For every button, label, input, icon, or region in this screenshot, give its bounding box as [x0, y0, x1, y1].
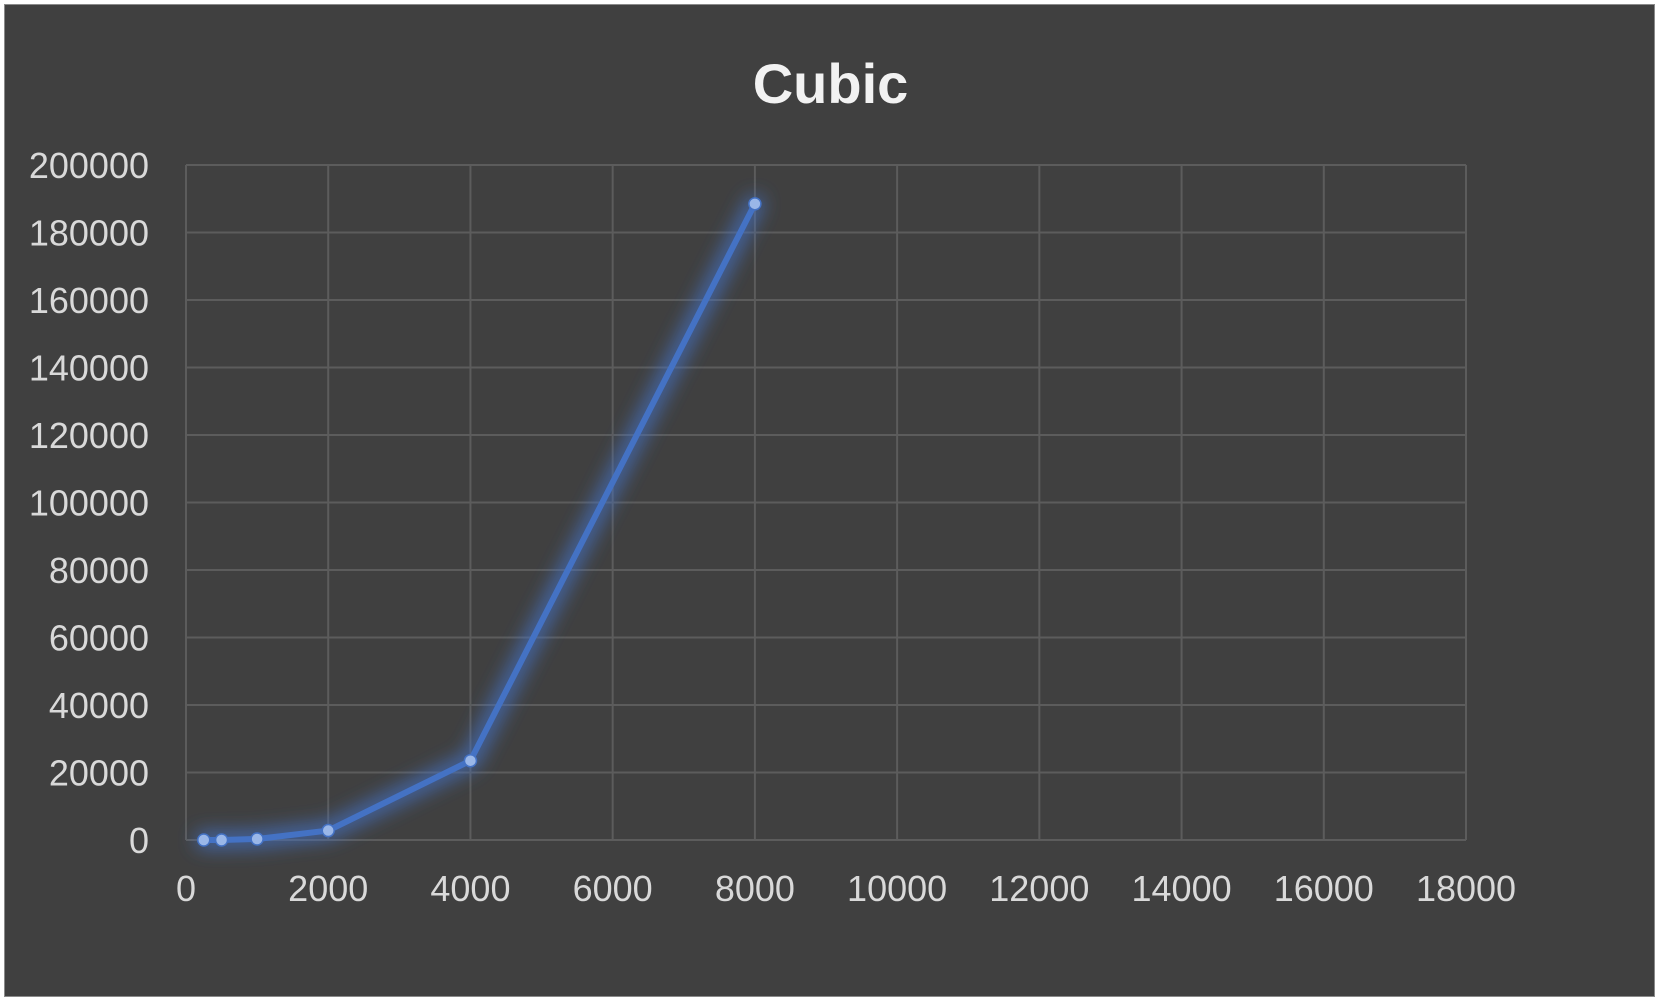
- y-tick-label: 160000: [29, 280, 149, 321]
- x-tick-label: 0: [176, 868, 196, 909]
- series-layer: [194, 194, 764, 849]
- y-axis-ticks: 0 20000 40000 60000 80000 100000 120000 140000 1…: [29, 145, 149, 861]
- data-point: [321, 823, 335, 838]
- chart-title: Cubic: [753, 52, 909, 115]
- x-tick-label: 6000: [573, 868, 653, 909]
- y-tick-label: 80000: [49, 550, 149, 591]
- data-point: [463, 753, 478, 768]
- data-point: [214, 833, 229, 847]
- x-tick-label: 14000: [1132, 868, 1232, 909]
- data-point: [250, 832, 264, 846]
- chart-frame: Cubic 0 20000 40000 60000 80000 100000 120000 1…: [4, 4, 1655, 997]
- x-axis-ticks: 0 2000 4000 6000 8000 10000 12000 14000 16000 180…: [176, 868, 1516, 909]
- y-tick-label: 180000: [29, 213, 149, 254]
- x-tick-label: 12000: [989, 868, 1089, 909]
- x-tick-label: 16000: [1274, 868, 1374, 909]
- chart-svg: Cubic 0200004000060000800001000001200001…: [29, 52, 1516, 909]
- y-tick-label: 120000: [29, 415, 149, 456]
- y-tick-label: 40000: [49, 685, 149, 726]
- x-tick-label: 18000: [1416, 868, 1516, 909]
- x-tick-label: 4000: [430, 868, 510, 909]
- x-tick-label: 8000: [715, 868, 795, 909]
- x-tick-label: 2000: [288, 868, 368, 909]
- data-point: [197, 833, 211, 847]
- x-tick-label: 10000: [847, 868, 947, 909]
- y-tick-label: 200000: [29, 145, 149, 186]
- data-point: [748, 197, 762, 211]
- y-tick-label: 60000: [49, 618, 149, 659]
- y-tick-label: 100000: [29, 483, 149, 524]
- y-tick-label: 140000: [29, 348, 149, 389]
- y-tick-label: 0: [129, 820, 149, 861]
- grid: [185, 164, 1467, 841]
- y-tick-label: 20000: [49, 753, 149, 794]
